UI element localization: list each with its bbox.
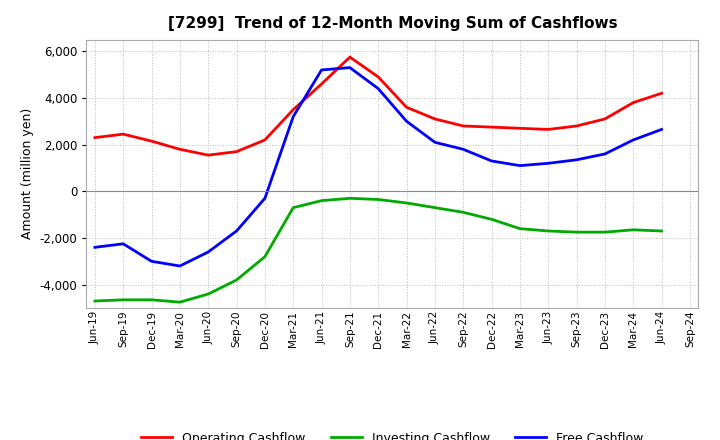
Free Cashflow: [176, 264, 184, 269]
Investing Cashflow: [657, 228, 666, 234]
Operating Cashflow: [657, 91, 666, 96]
Investing Cashflow: [487, 216, 496, 222]
Investing Cashflow: [374, 197, 382, 202]
Operating Cashflow: [572, 123, 581, 128]
Free Cashflow: [204, 249, 212, 255]
Title: [7299]  Trend of 12-Month Moving Sum of Cashflows: [7299] Trend of 12-Month Moving Sum of C…: [168, 16, 617, 32]
Free Cashflow: [119, 241, 127, 246]
Free Cashflow: [600, 151, 609, 157]
Free Cashflow: [431, 139, 439, 145]
Free Cashflow: [402, 119, 411, 124]
Line: Investing Cashflow: Investing Cashflow: [95, 198, 662, 302]
Operating Cashflow: [346, 55, 354, 60]
Free Cashflow: [516, 163, 524, 168]
Operating Cashflow: [148, 139, 156, 144]
Investing Cashflow: [346, 196, 354, 201]
Line: Free Cashflow: Free Cashflow: [95, 68, 662, 266]
Operating Cashflow: [459, 123, 467, 128]
Free Cashflow: [544, 161, 552, 166]
Operating Cashflow: [318, 81, 326, 87]
Free Cashflow: [657, 127, 666, 132]
Operating Cashflow: [487, 125, 496, 130]
Operating Cashflow: [600, 116, 609, 121]
Free Cashflow: [629, 137, 637, 143]
Free Cashflow: [148, 259, 156, 264]
Investing Cashflow: [233, 277, 241, 282]
Operating Cashflow: [629, 100, 637, 105]
Free Cashflow: [346, 65, 354, 70]
Investing Cashflow: [402, 200, 411, 205]
Legend: Operating Cashflow, Investing Cashflow, Free Cashflow: Operating Cashflow, Investing Cashflow, …: [136, 427, 649, 440]
Investing Cashflow: [600, 230, 609, 235]
Operating Cashflow: [544, 127, 552, 132]
Investing Cashflow: [119, 297, 127, 302]
Operating Cashflow: [289, 107, 297, 112]
Operating Cashflow: [204, 153, 212, 158]
Free Cashflow: [572, 157, 581, 162]
Operating Cashflow: [233, 149, 241, 154]
Free Cashflow: [289, 114, 297, 119]
Free Cashflow: [233, 228, 241, 234]
Free Cashflow: [487, 158, 496, 164]
Free Cashflow: [459, 147, 467, 152]
Free Cashflow: [318, 67, 326, 73]
Operating Cashflow: [431, 116, 439, 121]
Operating Cashflow: [374, 74, 382, 80]
Line: Operating Cashflow: Operating Cashflow: [95, 57, 662, 155]
Free Cashflow: [374, 86, 382, 91]
Investing Cashflow: [176, 300, 184, 305]
Investing Cashflow: [431, 205, 439, 210]
Operating Cashflow: [91, 135, 99, 140]
Investing Cashflow: [289, 205, 297, 210]
Investing Cashflow: [572, 230, 581, 235]
Investing Cashflow: [516, 226, 524, 231]
Operating Cashflow: [516, 126, 524, 131]
Investing Cashflow: [629, 227, 637, 232]
Free Cashflow: [261, 196, 269, 201]
Investing Cashflow: [318, 198, 326, 203]
Investing Cashflow: [459, 210, 467, 215]
Free Cashflow: [91, 245, 99, 250]
Investing Cashflow: [204, 291, 212, 297]
Investing Cashflow: [544, 228, 552, 234]
Operating Cashflow: [119, 132, 127, 137]
Operating Cashflow: [261, 137, 269, 143]
Operating Cashflow: [176, 147, 184, 152]
Operating Cashflow: [402, 105, 411, 110]
Investing Cashflow: [261, 254, 269, 259]
Investing Cashflow: [91, 298, 99, 304]
Y-axis label: Amount (million yen): Amount (million yen): [21, 108, 34, 239]
Investing Cashflow: [148, 297, 156, 302]
